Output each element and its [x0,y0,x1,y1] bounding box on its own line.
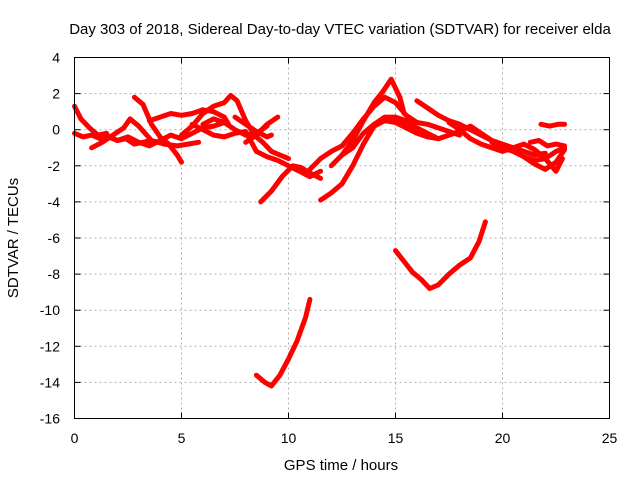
grid-layer [74,57,610,419]
series-arc-19 [414,98,548,158]
x-tick-label: 25 [602,430,618,446]
y-tick-label: -10 [40,302,60,318]
ticks-layer: 0 5 10 15 20 25 -16 -14 -12 -10 -8 -6 -4 -2 0 2 4 [40,50,618,447]
y-tick-label: 4 [52,50,60,66]
series-layer [72,76,568,389]
series-arc-23 [538,121,568,129]
series-arc-10 [232,114,274,140]
series-arc-12 [258,163,324,205]
series-arc-17 [339,114,463,158]
x-tick-label: 10 [281,430,297,446]
y-tick-label: -2 [48,158,61,174]
x-tick-label: 20 [495,430,511,446]
series-arc-11 [243,114,281,145]
x-tick-label: 0 [71,430,79,446]
y-tick-label: -12 [40,338,60,354]
series-arc-6 [146,107,232,127]
series-arc-13 [253,296,313,389]
series-arc-24 [527,138,568,149]
chart-title: Day 303 of 2018, Sidereal Day-to-day VTE… [69,21,611,38]
x-tick-label: 5 [178,430,186,446]
series-arc-18 [371,118,505,149]
series-arc-4 [104,120,227,149]
y-tick-label: -16 [40,411,60,427]
y-axis-label: SDTVAR / TECUs [5,178,22,298]
series-arc-7 [179,92,291,162]
series-arc-2 [72,103,110,138]
y-tick-label: 2 [52,86,60,102]
y-tick-label: -14 [40,374,60,390]
y-tick-label: 0 [52,122,60,138]
series-arc-25 [393,219,488,291]
series-arc-5 [131,94,184,165]
x-tick-label: 15 [388,430,404,446]
y-tick-label: -4 [48,194,61,210]
series-arc-8 [189,121,324,180]
x-axis-label: GPS time / hours [284,457,398,474]
series-arc-22 [521,147,568,172]
y-tick-label: -8 [48,266,61,282]
y-tick-label: -6 [48,230,61,246]
